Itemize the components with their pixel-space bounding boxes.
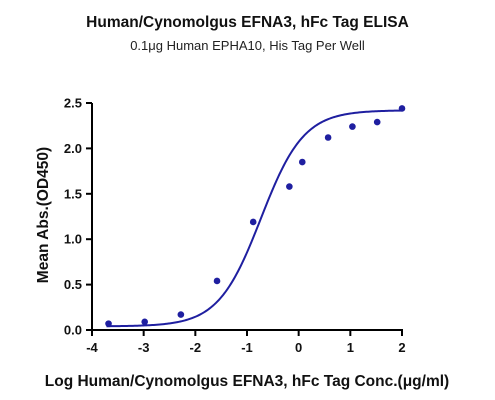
y-tick-label: 2.0 (64, 141, 82, 156)
chart-title: Human/Cynomolgus EFNA3, hFc Tag ELISA (86, 14, 409, 31)
x-tick-label: 2 (398, 340, 405, 355)
x-tick-label: -1 (241, 340, 253, 355)
chart-subtitle: 0.1μg Human EPHA10, His Tag Per Well (130, 38, 365, 53)
plot-area: 0.0 0.5 1.0 1.5 2.0 2.5 -4 -3 -2 -1 0 1 2 (64, 96, 406, 356)
y-tick-label: 2.5 (64, 96, 82, 111)
x-tick-label: -3 (138, 340, 150, 355)
data-point (373, 118, 381, 126)
data-point (249, 218, 257, 226)
data-point (105, 320, 112, 327)
x-tick-label: 1 (347, 340, 354, 355)
y-tick-label: 1.0 (64, 232, 82, 247)
data-point (213, 277, 221, 285)
data-point (349, 123, 356, 130)
x-axis-title: Log Human/Cynomolgus EFNA3, hFc Tag Conc… (45, 373, 449, 390)
x-tick-label: -2 (190, 340, 202, 355)
y-tick-label: 0.0 (64, 323, 82, 338)
x-tick-label: -4 (86, 340, 98, 355)
data-point (298, 158, 306, 166)
x-tick-label: 0 (295, 340, 302, 355)
fit-curve (106, 109, 403, 328)
y-axis-title: Mean Abs.(OD450) (35, 147, 52, 283)
y-tick-label: 1.5 (64, 186, 82, 201)
data-point (324, 134, 332, 141)
data-point (177, 311, 185, 318)
data-point (286, 183, 293, 190)
y-tick-label: 0.5 (64, 277, 82, 292)
data-point (141, 318, 148, 326)
data-point (398, 105, 406, 112)
